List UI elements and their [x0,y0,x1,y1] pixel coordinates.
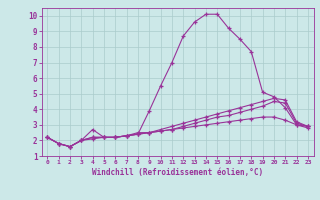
X-axis label: Windchill (Refroidissement éolien,°C): Windchill (Refroidissement éolien,°C) [92,168,263,177]
